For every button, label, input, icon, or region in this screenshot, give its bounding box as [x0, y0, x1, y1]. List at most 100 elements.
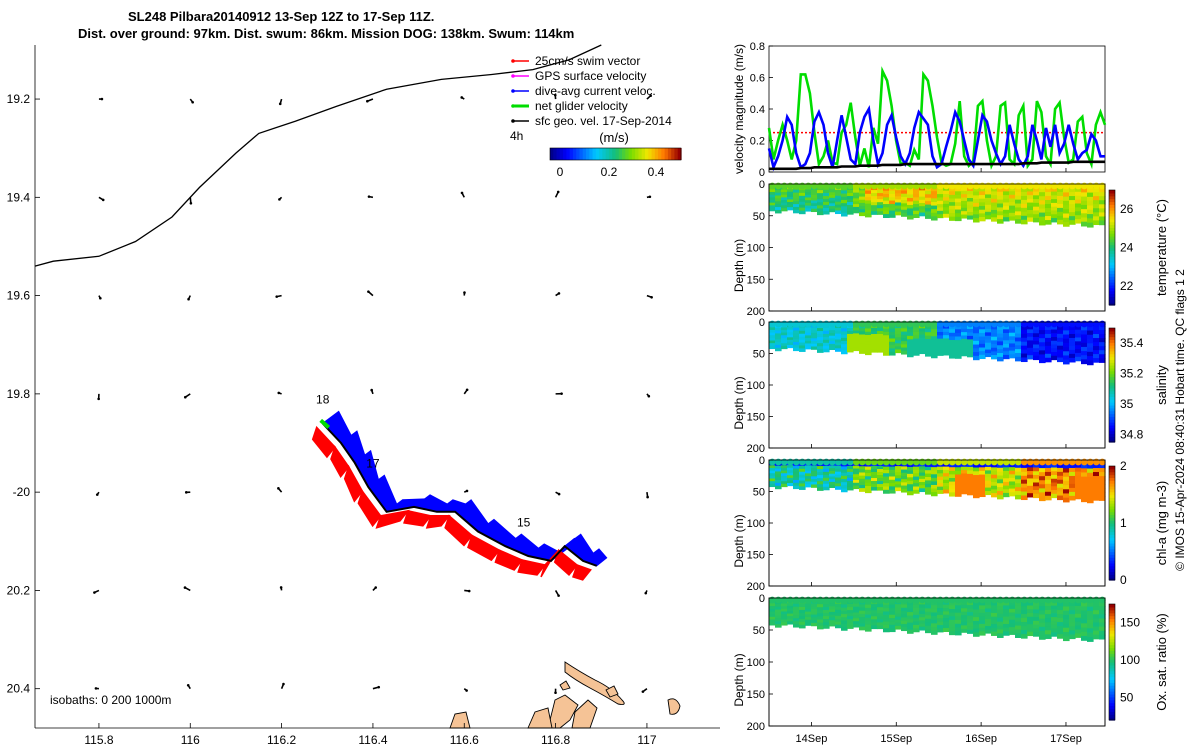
- section-cell: [1063, 330, 1070, 336]
- section-cell: [901, 331, 908, 336]
- section-cell: [865, 473, 872, 477]
- section-cell: [841, 604, 848, 609]
- section-cell: [1015, 187, 1022, 193]
- section-cell: [1051, 471, 1058, 476]
- section-cell: [1069, 188, 1076, 193]
- section-cell: [895, 616, 902, 621]
- section-cell: [817, 328, 824, 332]
- section-cell: [823, 342, 830, 347]
- section-cell: [1021, 341, 1028, 347]
- date-tick-label: 16Sep: [965, 733, 997, 745]
- section-cell: [985, 605, 992, 610]
- section-cell: [1075, 203, 1082, 208]
- section-cell: [919, 623, 926, 628]
- section-cell: [889, 345, 896, 349]
- section-cell: [997, 353, 1004, 358]
- section-cell: [943, 193, 950, 198]
- section-cell: [799, 474, 806, 479]
- section-cell: [991, 467, 998, 472]
- section-cell: [1057, 622, 1064, 627]
- section-cell: [1039, 464, 1046, 469]
- section-cell: [811, 335, 818, 339]
- section-colorbar-cell: [1109, 548, 1115, 553]
- section-cell: [1021, 610, 1028, 615]
- section-cell: [961, 476, 968, 481]
- section-cell: [823, 471, 830, 476]
- section-cell: [805, 622, 812, 626]
- section-cell: [889, 203, 896, 208]
- sfc-geo-arrowhead: [557, 292, 561, 295]
- section-cell: [979, 209, 986, 214]
- section-cell: [859, 202, 866, 207]
- section-cell: [991, 471, 998, 476]
- section-cell: [1075, 601, 1082, 607]
- figure-title-line1: SL248 Pilbara20140912 13-Sep 12Z to 17-S…: [128, 9, 435, 24]
- section-cell: [853, 615, 860, 619]
- section-cell: [967, 346, 974, 351]
- section-cell: [781, 192, 788, 196]
- section-cell: [799, 339, 806, 344]
- section-cell: [955, 623, 962, 629]
- section-cell: [1075, 629, 1082, 634]
- section-cell: [967, 215, 974, 220]
- section-cell: [1093, 480, 1100, 485]
- section-cell: [931, 612, 938, 617]
- section-cell: [1093, 188, 1100, 193]
- section-cell: [955, 343, 962, 348]
- section-cell: [907, 477, 914, 482]
- section-cell: [877, 340, 884, 344]
- section-cell: [955, 616, 962, 621]
- section-cell: [883, 341, 890, 346]
- section-cell: [1033, 336, 1040, 342]
- section-cell: [811, 330, 818, 334]
- section-cell: [823, 348, 830, 353]
- section-cell: [1099, 188, 1106, 193]
- section-colorbar-tick-label: 35: [1120, 397, 1134, 411]
- section-cell: [919, 617, 926, 621]
- section-cell: [1081, 493, 1088, 498]
- swim-vector: [572, 563, 592, 581]
- section-cell: [793, 195, 800, 199]
- section-cell: [793, 333, 800, 337]
- section-cell: [817, 202, 824, 206]
- section-cell: [973, 632, 980, 637]
- section-cell: [949, 329, 956, 334]
- section-cell: [985, 484, 992, 489]
- section-cell: [889, 469, 896, 474]
- section-cell: [889, 213, 896, 218]
- section-colorbar-cell: [1109, 705, 1115, 709]
- section-cell: [997, 345, 1004, 350]
- section-cell: [1087, 468, 1094, 474]
- section-cell: [883, 207, 890, 212]
- section-cell: [1093, 618, 1100, 624]
- section-cell: [979, 474, 986, 479]
- section-cell: [985, 477, 992, 482]
- section-cell: [1075, 609, 1082, 615]
- section-cell: [1003, 631, 1010, 636]
- section-cell: [985, 208, 992, 213]
- section-cell: [805, 202, 812, 207]
- section-cell: [793, 201, 800, 205]
- section-cell: [895, 349, 902, 354]
- section-cell: [793, 615, 800, 619]
- section-cell: [973, 340, 980, 346]
- section-colorbar-cell: [1109, 424, 1115, 429]
- section-cell: [1015, 207, 1022, 212]
- section-cell: [961, 483, 968, 488]
- section-cell: [1075, 333, 1082, 339]
- section-cell: [907, 615, 914, 620]
- section-cell: [937, 190, 944, 195]
- section-cell: [1069, 333, 1076, 339]
- section-cell: [871, 472, 878, 476]
- velocity-y-tick-label: 0.2: [750, 136, 765, 148]
- section-colorbar-cell: [1109, 250, 1115, 254]
- section-cell: [997, 491, 1004, 496]
- section-cell: [847, 330, 854, 335]
- section-cell: [817, 346, 824, 350]
- section-cell: [1081, 610, 1088, 616]
- section-cell: [823, 474, 830, 479]
- section-colorbar-frame: [1108, 603, 1116, 721]
- section-cell: [1045, 341, 1052, 347]
- section-cell: [775, 195, 782, 200]
